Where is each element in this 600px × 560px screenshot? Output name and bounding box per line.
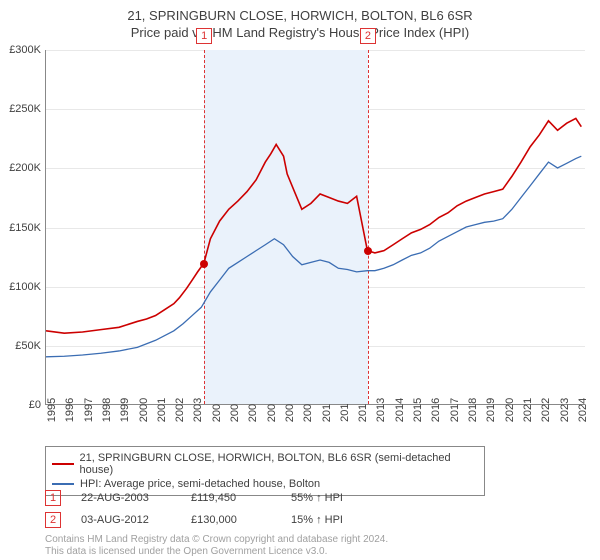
series-line-hpi xyxy=(46,156,581,357)
y-axis-tick-label: £150K xyxy=(9,222,41,234)
y-axis-tick-label: £200K xyxy=(9,162,41,174)
legend-item: HPI: Average price, semi-detached house,… xyxy=(52,477,478,491)
event-marker-box: 1 xyxy=(45,490,61,506)
footer-attribution: Contains HM Land Registry data © Crown c… xyxy=(45,534,388,558)
footer-line: Contains HM Land Registry data © Crown c… xyxy=(45,534,388,546)
legend-label: HPI: Average price, semi-detached house,… xyxy=(80,478,320,490)
event-marker-box: 2 xyxy=(45,512,61,528)
event-row: 2 03-AUG-2012 £130,000 15% ↑ HPI xyxy=(45,512,343,528)
chart-title: 21, SPRINGBURN CLOSE, HORWICH, BOLTON, B… xyxy=(0,0,600,23)
y-axis-tick-label: £50K xyxy=(15,340,41,352)
legend-swatch xyxy=(52,463,74,465)
legend: 21, SPRINGBURN CLOSE, HORWICH, BOLTON, B… xyxy=(45,446,485,496)
event-marker-label: 2 xyxy=(360,28,376,44)
legend-item: 21, SPRINGBURN CLOSE, HORWICH, BOLTON, B… xyxy=(52,451,478,477)
chart-subtitle: Price paid vs. HM Land Registry's House … xyxy=(0,23,600,40)
event-date: 03-AUG-2012 xyxy=(81,514,171,526)
event-row: 1 22-AUG-2003 £119,450 55% ↑ HPI xyxy=(45,490,343,506)
y-axis-tick-label: £0 xyxy=(29,399,41,411)
event-pct: 55% ↑ HPI xyxy=(291,492,343,504)
chart-plot-area: £0£50K£100K£150K£200K£250K£300K199519961… xyxy=(45,50,585,405)
y-axis-tick-label: £300K xyxy=(9,44,41,56)
legend-label: 21, SPRINGBURN CLOSE, HORWICH, BOLTON, B… xyxy=(80,452,479,476)
event-price: £130,000 xyxy=(191,514,271,526)
event-price: £119,450 xyxy=(191,492,271,504)
legend-swatch xyxy=(52,483,74,485)
event-marker-label: 1 xyxy=(196,28,212,44)
y-axis-tick-label: £250K xyxy=(9,103,41,115)
event-pct: 15% ↑ HPI xyxy=(291,514,343,526)
line-plot-svg xyxy=(46,50,585,404)
footer-line: This data is licensed under the Open Gov… xyxy=(45,546,388,558)
event-date: 22-AUG-2003 xyxy=(81,492,171,504)
series-line-price_paid xyxy=(46,118,581,333)
y-axis-tick-label: £100K xyxy=(9,281,41,293)
